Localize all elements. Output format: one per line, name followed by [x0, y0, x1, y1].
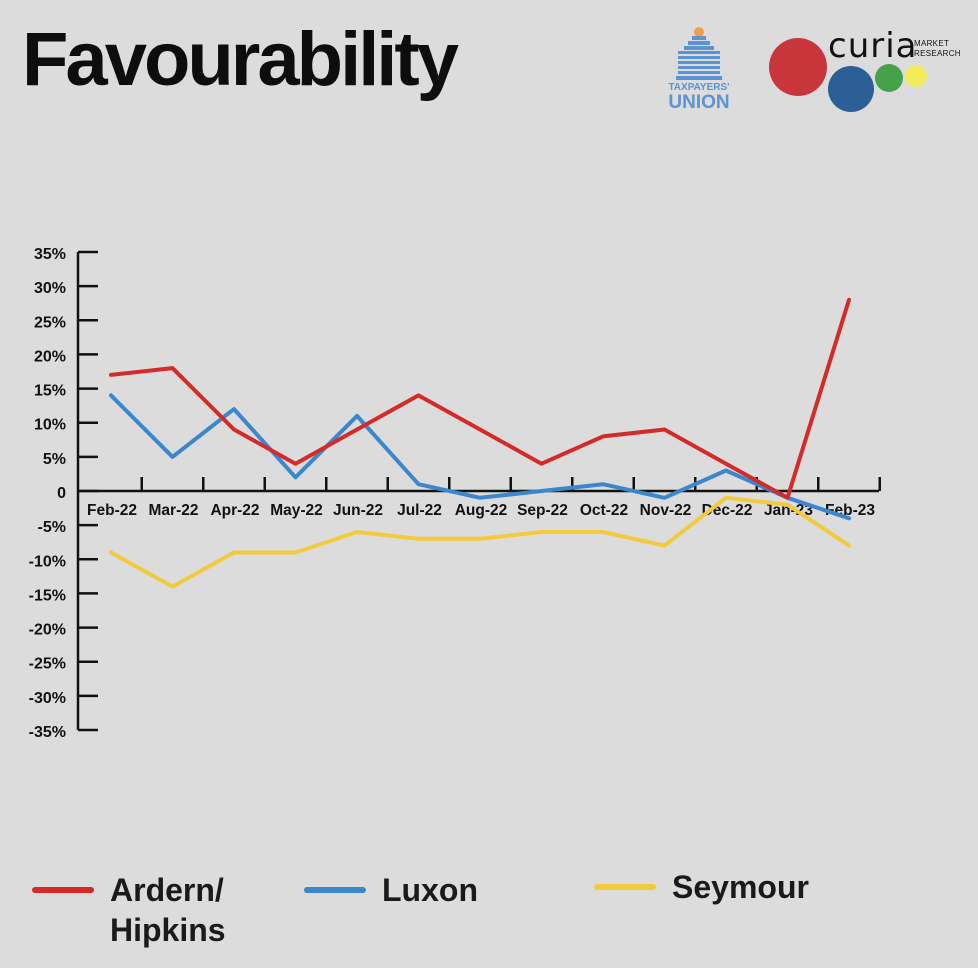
- x-tick-label: Jul-22: [397, 502, 442, 519]
- x-tick-label: Oct-22: [580, 502, 628, 519]
- legend-item-luxon: Luxon: [304, 870, 532, 910]
- legend-item-seymour: Seymour: [594, 867, 822, 907]
- curia-subtitle: MARKET RESEARCH: [914, 39, 961, 59]
- chart-title: Favourability: [22, 17, 459, 102]
- x-tick-label: Feb-22: [87, 502, 137, 519]
- y-tick-label: 20%: [34, 348, 66, 365]
- legend-swatch-seymour: [594, 884, 656, 890]
- curia-circles-icon: [769, 38, 927, 112]
- y-tick-label: 10%: [34, 417, 66, 434]
- y-tick-label: -10%: [29, 553, 66, 570]
- y-tick-label: 5%: [43, 451, 66, 468]
- x-tick-label: Apr-22: [210, 502, 259, 519]
- x-tick-label: Feb-23: [825, 502, 875, 519]
- y-tick-label: 0: [57, 485, 66, 502]
- legend-label-ardern-line2: Hipkins: [110, 912, 226, 948]
- y-tick-label: 35%: [34, 246, 66, 263]
- curia-subtitle-line1: MARKET: [914, 39, 950, 48]
- y-tick-label: -20%: [29, 622, 66, 639]
- legend-swatch-ardern: [32, 887, 94, 893]
- y-tick-label: 25%: [34, 314, 66, 331]
- curia-subtitle-line2: RESEARCH: [914, 49, 961, 58]
- x-tick-label: Aug-22: [455, 502, 508, 519]
- curia-wordmark: curia: [828, 26, 918, 66]
- legend: Ardern/ Hipkins Luxon Seymour: [0, 867, 978, 968]
- y-tick-label: -5%: [38, 519, 66, 536]
- taxpayers-union-line1: TAXPAYERS': [668, 82, 730, 93]
- taxpayers-union-logo: TAXPAYERS' UNION: [668, 26, 730, 116]
- legend-swatch-luxon: [304, 887, 366, 893]
- parliament-building-icon: [676, 27, 722, 80]
- y-tick-label: -15%: [29, 587, 66, 604]
- y-tick-label: -25%: [29, 656, 66, 673]
- y-tick-label: -35%: [29, 724, 66, 741]
- x-tick-label: Nov-22: [640, 502, 692, 519]
- taxpayers-union-line2: UNION: [668, 92, 730, 113]
- series-line-seymour: [109, 495, 851, 589]
- series-line-ardern-hipkins: [109, 297, 851, 500]
- y-tick-label: -30%: [29, 690, 66, 707]
- legend-label-ardern-line1: Ardern/: [110, 872, 224, 908]
- x-tick-label: Mar-22: [149, 502, 199, 519]
- legend-label-seymour: Seymour: [672, 869, 809, 905]
- legend-label-ardern: Ardern/ Hipkins: [110, 870, 260, 950]
- y-tick-label: 30%: [34, 280, 66, 297]
- favourability-line-chart: 35% 30% 25% 20% 15% 10% 5% 0 -5% -10% -15% -20% -25%…: [29, 246, 881, 741]
- x-tick-label: Sep-22: [517, 502, 568, 519]
- x-tick-label: May-22: [270, 502, 323, 519]
- y-tick-label: 15%: [34, 383, 66, 400]
- curia-logo: curia MARKET RESEARCH: [766, 26, 966, 120]
- legend-label-luxon: Luxon: [382, 872, 478, 908]
- x-tick-label: Jun-22: [333, 502, 383, 519]
- legend-item-ardern: Ardern/ Hipkins: [32, 870, 260, 950]
- series-line-luxon: [109, 393, 851, 521]
